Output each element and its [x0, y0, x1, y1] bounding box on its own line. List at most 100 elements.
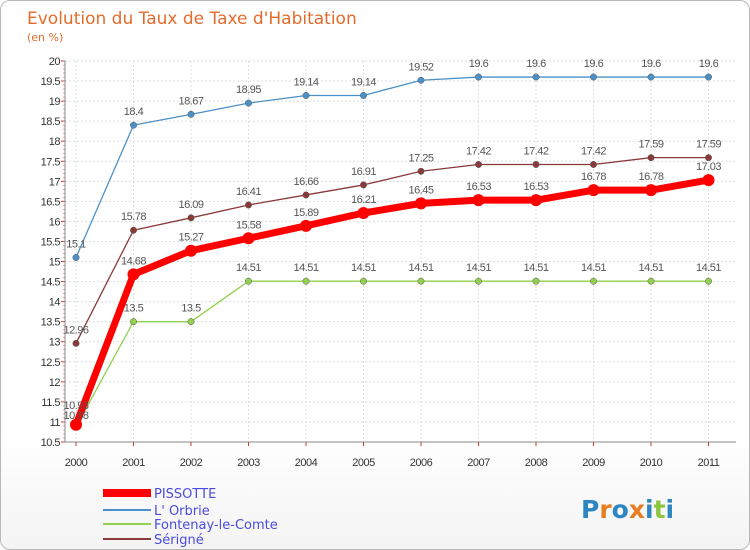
- data-label: 14.68: [121, 255, 146, 267]
- data-label: 15.27: [178, 232, 203, 244]
- data-label: 16.45: [408, 184, 433, 196]
- data-label: 14.51: [523, 262, 548, 274]
- y-tick-label: 10.5: [41, 437, 61, 449]
- data-label: 10.88: [63, 410, 88, 422]
- data-point: [302, 191, 310, 199]
- logo-letter: P: [581, 495, 599, 524]
- data-label: 17.42: [581, 145, 606, 157]
- y-tick-label: 20: [49, 56, 61, 68]
- data-point: [185, 244, 197, 257]
- gridlines: [61, 60, 736, 446]
- series-lines: [70, 73, 715, 431]
- y-tick-label: 14: [49, 297, 61, 309]
- data-label: 16.66: [293, 176, 318, 188]
- data-point: [360, 92, 367, 99]
- y-tick-label: 11.5: [41, 397, 60, 409]
- y-tick-label: 12.5: [41, 357, 61, 369]
- data-point: [130, 318, 137, 326]
- data-label: 17.42: [523, 145, 548, 157]
- data-point: [72, 339, 80, 347]
- data-point: [475, 277, 482, 285]
- chart-subtitle: (en %): [27, 31, 63, 44]
- data-label: 15.58: [236, 219, 261, 231]
- data-point: [647, 154, 655, 162]
- y-tick-label: 12: [49, 377, 61, 389]
- y-tick-label: 11: [50, 417, 61, 429]
- y-tick-label: 15: [49, 257, 61, 269]
- data-point: [705, 154, 712, 162]
- y-tick-label: 16.5: [41, 196, 61, 208]
- data-label: 14.51: [408, 262, 433, 274]
- data-label: 13.5: [124, 303, 144, 315]
- proxiti-logo: Proxiti: [581, 495, 674, 524]
- data-point: [187, 214, 195, 222]
- y-tick-label: 17.5: [41, 156, 61, 168]
- x-tick-label: 2000: [65, 457, 88, 469]
- data-point: [360, 181, 367, 189]
- x-tick-label: 2007: [467, 457, 490, 469]
- data-point: [245, 99, 252, 107]
- data-label: 19.14: [293, 76, 318, 88]
- data-point: [357, 206, 370, 219]
- logo-letter: o: [612, 495, 629, 524]
- y-axis-ticks: 10.5 11 11.5 12 12.5 13 13.5 14 14.5 15 15.5 16 16.5…: [41, 56, 61, 449]
- legend-label: L' Orbrie: [154, 504, 210, 519]
- data-point: [417, 277, 425, 285]
- y-tick-label: 19.5: [41, 76, 61, 88]
- data-label: 18.4: [124, 106, 144, 118]
- legend-label: Fontenay-le-Comte: [154, 518, 278, 533]
- data-point: [530, 194, 542, 207]
- data-label: 16.78: [638, 171, 663, 183]
- data-label: 14.51: [466, 262, 491, 274]
- data-point: [590, 73, 597, 81]
- data-point: [475, 73, 482, 81]
- data-label: 14.51: [696, 262, 721, 274]
- data-label: 16.21: [351, 194, 376, 206]
- y-tick-label: 13.5: [41, 317, 61, 329]
- data-label: 15.1: [66, 239, 86, 251]
- data-label: 18.67: [178, 95, 203, 107]
- data-point: [647, 73, 655, 81]
- legend: PISSOTTE L' OrbrieFontenay-le-ComteSérign…: [103, 487, 278, 548]
- y-tick-label: 19: [49, 96, 61, 108]
- data-point: [72, 254, 80, 261]
- x-tick-label: 2010: [640, 457, 663, 469]
- chart-title: Evolution du Taux de Taxe d'Habitation: [27, 9, 357, 29]
- data-label: 14.51: [351, 262, 376, 274]
- data-label: 16.53: [523, 181, 548, 193]
- data-point: [300, 219, 312, 232]
- logo-letter: x: [629, 495, 645, 524]
- data-point: [590, 161, 597, 168]
- x-tick-label: 2006: [410, 457, 433, 469]
- data-label: 14.51: [581, 262, 606, 274]
- x-tick-label: 2004: [295, 457, 318, 469]
- data-point: [130, 121, 137, 129]
- data-point: [130, 226, 137, 234]
- data-point: [187, 318, 195, 326]
- legend-label: Sérigné: [154, 533, 204, 548]
- data-point: [242, 232, 255, 245]
- data-label: 19.6: [699, 58, 719, 70]
- data-point: [647, 277, 655, 285]
- data-point: [245, 201, 252, 209]
- x-tick-label: 2003: [237, 457, 260, 469]
- data-point: [532, 161, 540, 168]
- data-point: [472, 194, 485, 207]
- data-label: 16.53: [466, 181, 491, 193]
- data-point: [705, 277, 712, 285]
- data-label: 14.51: [293, 262, 318, 274]
- data-point: [302, 92, 310, 99]
- data-label: 16.91: [351, 166, 376, 178]
- data-label: 16.78: [581, 171, 606, 183]
- logo-letter: i: [666, 495, 675, 524]
- data-label: 17.42: [466, 145, 491, 157]
- x-tick-label: 2001: [122, 457, 145, 469]
- data-label: 15.78: [121, 211, 146, 223]
- data-point: [705, 73, 712, 81]
- data-point: [360, 277, 367, 285]
- data-label: 15.89: [293, 207, 318, 219]
- data-label: 19.6: [526, 58, 546, 70]
- x-tick-label: 2002: [180, 457, 203, 469]
